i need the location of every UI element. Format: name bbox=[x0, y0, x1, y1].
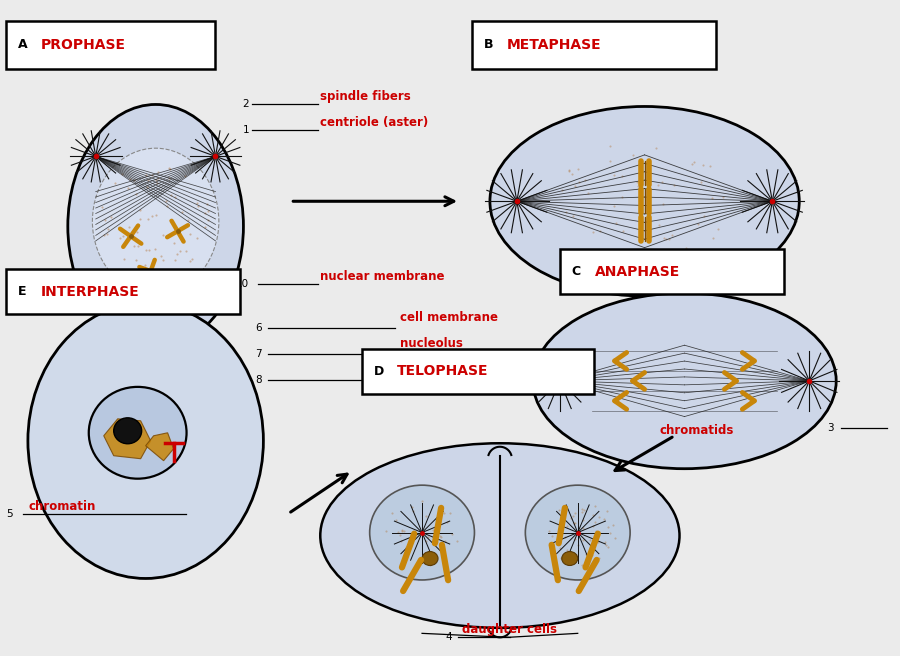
Text: C: C bbox=[572, 265, 580, 278]
Text: cell membrane: cell membrane bbox=[400, 311, 498, 324]
Ellipse shape bbox=[320, 443, 680, 628]
Text: nuclear membrane: nuclear membrane bbox=[320, 270, 445, 283]
Ellipse shape bbox=[526, 485, 630, 580]
Text: 2: 2 bbox=[242, 100, 249, 110]
Text: centriole (aster): centriole (aster) bbox=[320, 116, 428, 129]
Text: 10: 10 bbox=[236, 279, 248, 289]
Text: 5: 5 bbox=[6, 508, 13, 519]
Ellipse shape bbox=[68, 104, 243, 348]
Text: PROPHASE: PROPHASE bbox=[40, 37, 126, 52]
Ellipse shape bbox=[28, 303, 264, 579]
Text: chromatin: chromatin bbox=[29, 500, 96, 512]
Ellipse shape bbox=[89, 387, 186, 479]
Ellipse shape bbox=[93, 148, 219, 295]
Text: TELOPHASE: TELOPHASE bbox=[397, 364, 489, 379]
Text: D: D bbox=[374, 365, 384, 378]
Polygon shape bbox=[104, 419, 150, 459]
Polygon shape bbox=[146, 433, 174, 461]
Text: 3: 3 bbox=[827, 422, 833, 433]
Text: 7: 7 bbox=[256, 349, 262, 359]
Text: 6: 6 bbox=[256, 323, 262, 333]
Text: METAPHASE: METAPHASE bbox=[507, 37, 601, 52]
FancyBboxPatch shape bbox=[6, 20, 215, 68]
Text: 8: 8 bbox=[256, 375, 262, 385]
Text: A: A bbox=[18, 38, 28, 51]
Ellipse shape bbox=[422, 552, 438, 565]
FancyBboxPatch shape bbox=[560, 249, 784, 294]
Ellipse shape bbox=[113, 418, 141, 443]
Text: B: B bbox=[484, 38, 493, 51]
Ellipse shape bbox=[490, 106, 799, 296]
Ellipse shape bbox=[562, 552, 578, 565]
Text: 4: 4 bbox=[445, 632, 452, 642]
Text: chromosome: chromosome bbox=[89, 290, 174, 303]
Text: 1: 1 bbox=[242, 125, 249, 135]
Text: INTERPHASE: INTERPHASE bbox=[40, 285, 140, 298]
Text: centrioles: centrioles bbox=[400, 363, 466, 376]
Text: ANAPHASE: ANAPHASE bbox=[595, 264, 680, 279]
Text: chromatids: chromatids bbox=[660, 424, 733, 437]
Text: E: E bbox=[18, 285, 26, 298]
Ellipse shape bbox=[370, 485, 474, 580]
Text: 9: 9 bbox=[6, 299, 13, 309]
Text: daughter cells: daughter cells bbox=[462, 623, 557, 636]
Text: nucleolus: nucleolus bbox=[400, 337, 463, 350]
FancyBboxPatch shape bbox=[472, 20, 716, 68]
FancyBboxPatch shape bbox=[362, 349, 594, 394]
Text: spindle fibers: spindle fibers bbox=[320, 91, 411, 104]
Ellipse shape bbox=[533, 293, 836, 468]
FancyBboxPatch shape bbox=[6, 269, 240, 314]
